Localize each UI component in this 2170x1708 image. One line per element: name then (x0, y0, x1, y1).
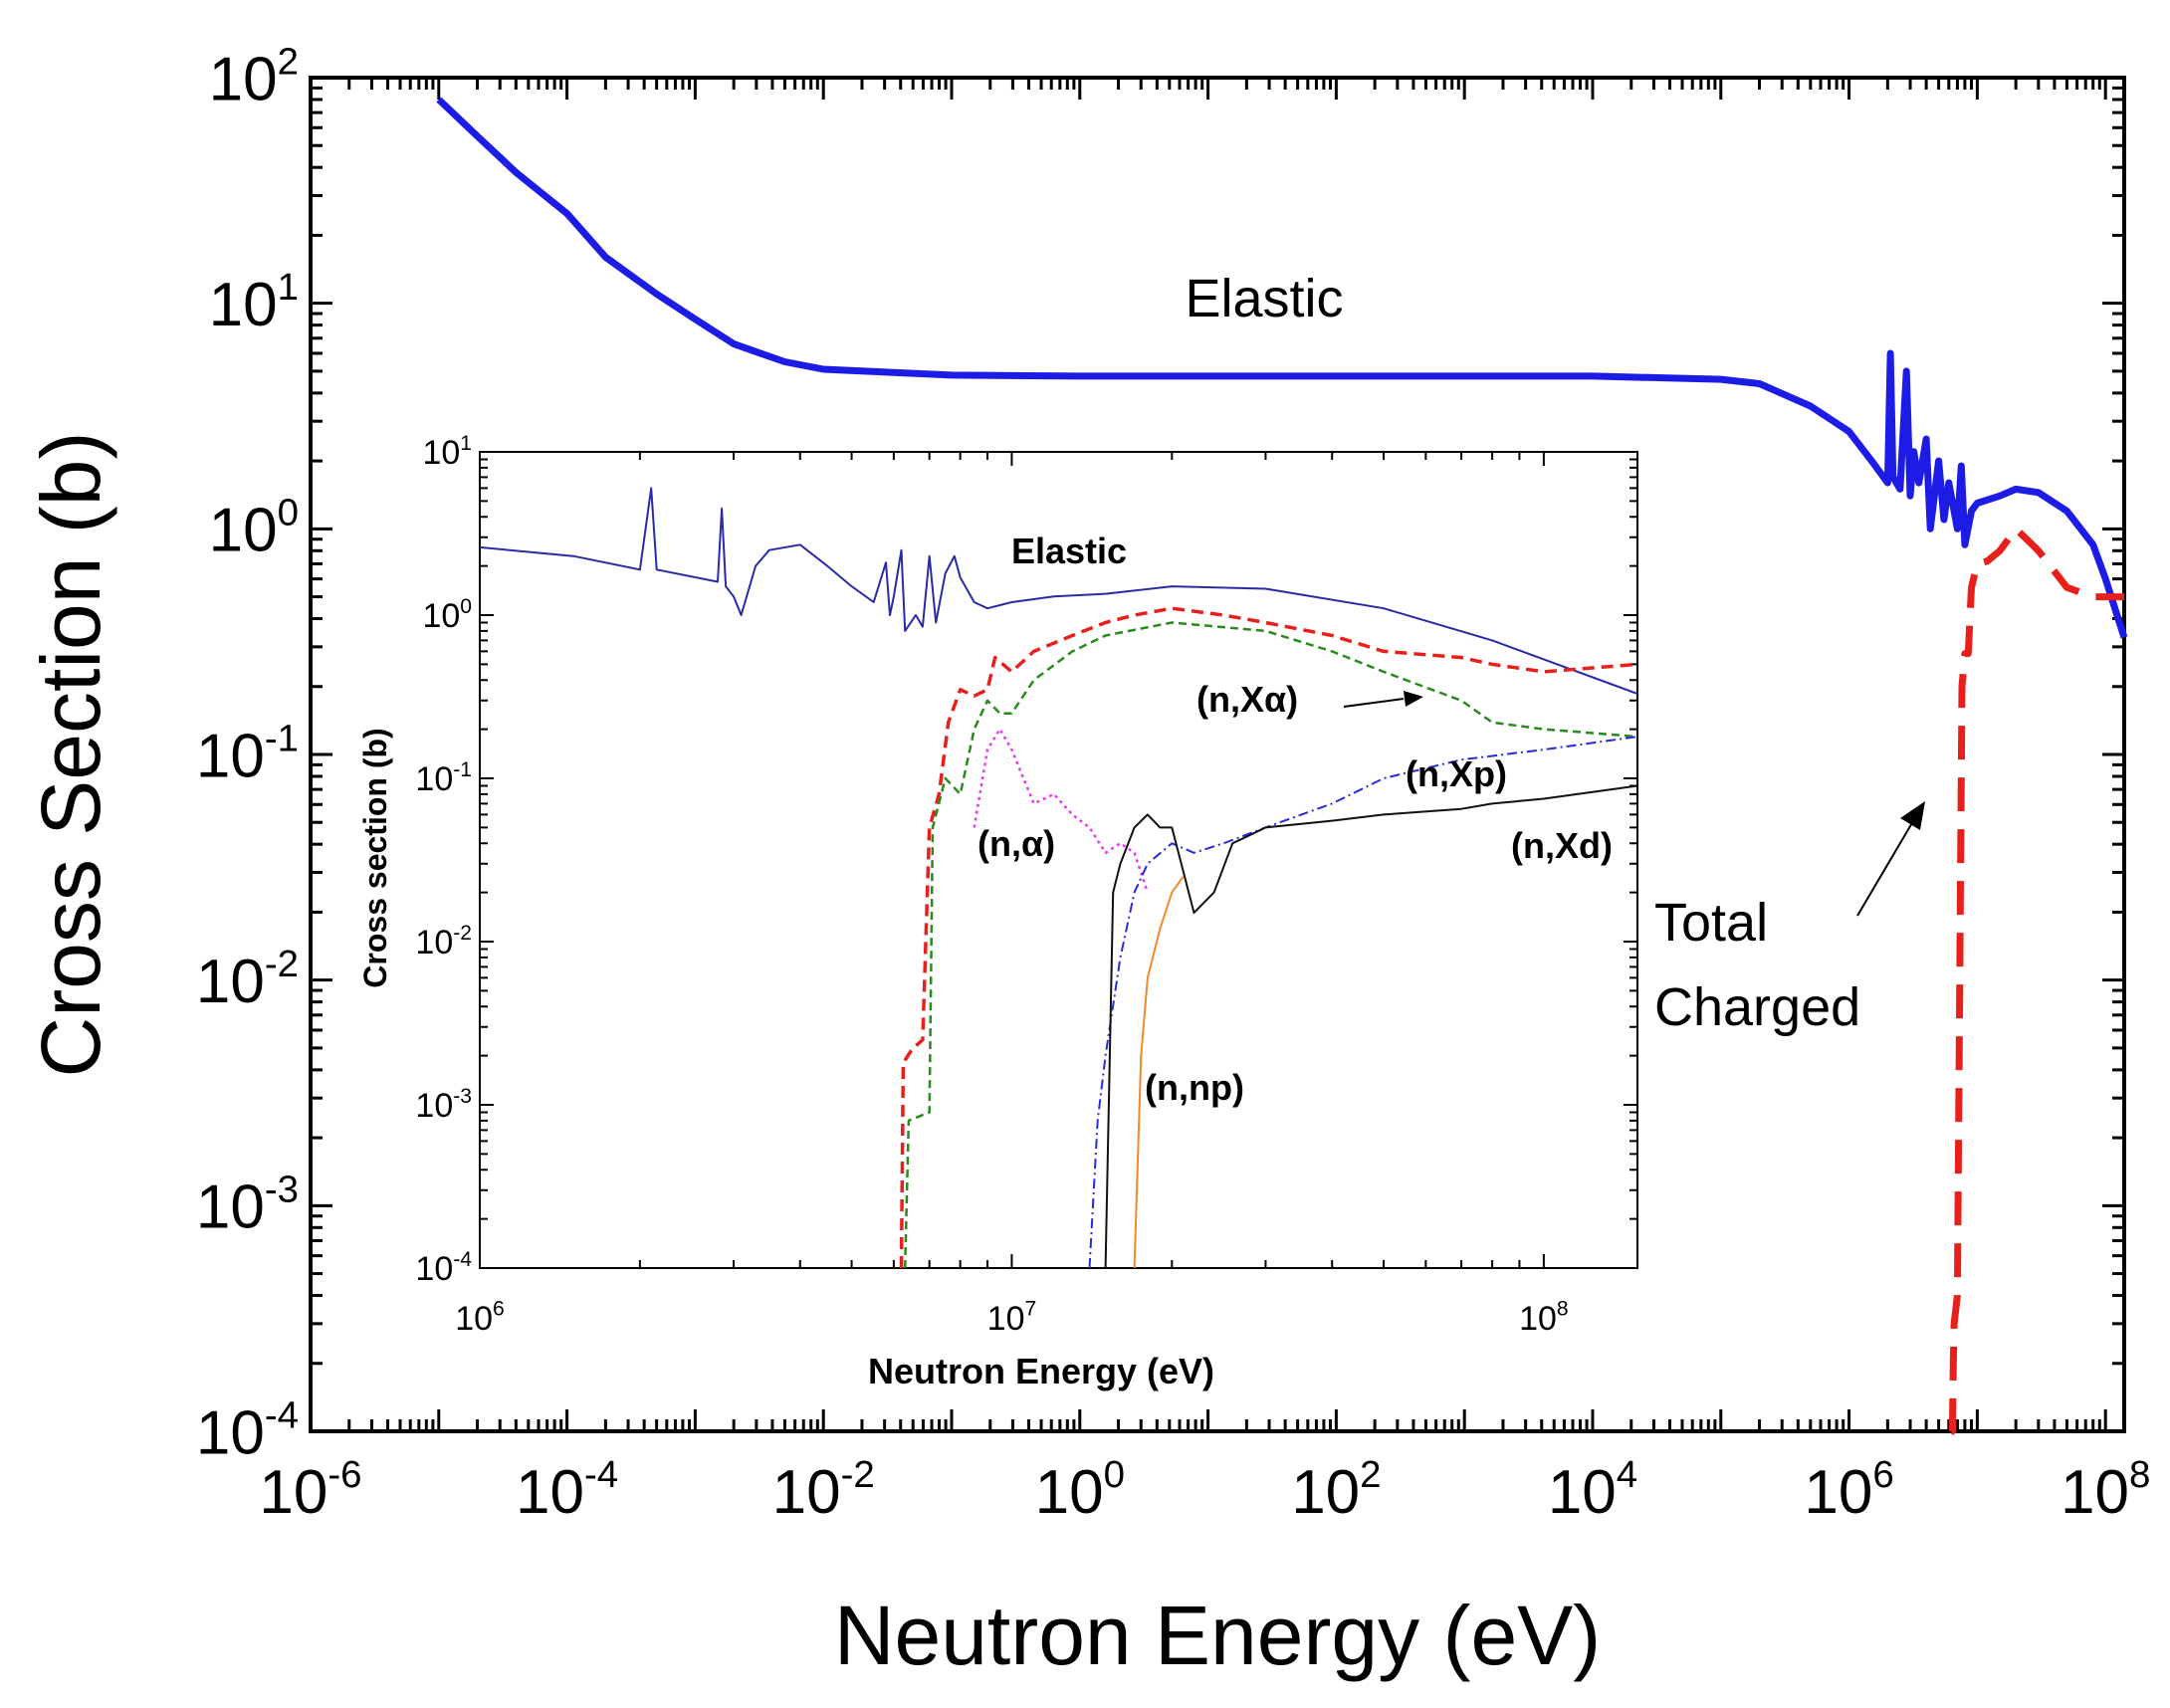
y-tick-label: 101 (422, 432, 472, 472)
inset-annotation-nxd: (n,Xd) (1511, 825, 1613, 866)
main-y-tick-labels: 10-4 10-3 10-2 10-1 100 101 102 (196, 40, 299, 1467)
x-tick-label: 104 (1548, 1453, 1637, 1527)
y-tick-label: 102 (209, 40, 299, 113)
x-tick-label: 106 (1804, 1453, 1893, 1527)
inset-plot-frame (479, 451, 1638, 1269)
main-minor-ticks (311, 78, 2124, 1431)
y-tick-label: 10-2 (415, 922, 472, 961)
inset-x-axis-label: Neutron Energy (eV) (868, 1351, 1214, 1391)
inset-chart: 106 107 108 10-4 10-3 10-2 10-1 100 101 Neutron… (357, 432, 1638, 1391)
inset-series (479, 487, 1638, 1269)
x-tick-label: 106 (455, 1298, 505, 1338)
inset-annotation-nxalpha: (n,Xα) (1196, 679, 1298, 720)
x-tick-label: 108 (1519, 1298, 1569, 1338)
inset-y-tick-labels: 10-4 10-3 10-2 10-1 100 101 (415, 432, 472, 1288)
main-line-elastic (436, 97, 2128, 639)
inset-annotation-nnp: (n,np) (1145, 1067, 1244, 1108)
main-annotation-charged: Charged (1654, 977, 1860, 1037)
inset-background (480, 452, 1637, 1268)
inset-x-tick-labels: 106 107 108 (455, 1298, 1568, 1338)
main-x-axis-label: Neutron Energy (eV) (834, 1589, 1601, 1682)
x-tick-label: 10-4 (516, 1453, 618, 1527)
x-tick-label: 10-6 (259, 1453, 361, 1527)
main-chart: 10-6 10-4 10-2 100 102 104 106 108 10-410-310-2… (24, 40, 2150, 1682)
y-tick-label: 10-4 (415, 1248, 472, 1288)
x-tick-label: 108 (2061, 1453, 2150, 1527)
main-annotation-elastic: Elastic (1185, 269, 1343, 328)
y-tick-label: 100 (209, 492, 299, 565)
inset-line-nnp (1133, 876, 1185, 1269)
inset-line-nalpha (973, 728, 1150, 893)
inset-annotation-nalpha: (n,α) (977, 823, 1055, 864)
main-line-total-charged (1948, 525, 2124, 1435)
main-x-tick-labels: 10-6 10-4 10-2 100 102 104 106 108 (259, 1453, 2150, 1527)
inset-line-total (899, 606, 1638, 1269)
y-tick-label: 10-3 (196, 1169, 299, 1242)
inset-annotation-nxalpha-arrow (1343, 691, 1423, 708)
x-tick-label: 100 (1035, 1453, 1125, 1527)
y-tick-label: 10-1 (196, 717, 299, 790)
y-tick-label: 100 (422, 595, 472, 635)
x-tick-label: 10-2 (772, 1453, 875, 1527)
y-tick-label: 10-4 (196, 1393, 299, 1467)
y-tick-label: 10-2 (196, 943, 299, 1016)
inset-line-elastic (479, 487, 1638, 695)
inset-annotation-elastic: Elastic (1011, 531, 1127, 571)
main-series (436, 97, 2128, 1435)
main-annotation-total: Total (1654, 893, 1768, 953)
y-tick-label: 101 (209, 266, 299, 339)
inset-annotation-nxp: (n,Xp) (1406, 753, 1507, 794)
main-major-ticks (309, 76, 2124, 1433)
main-annotation-arrow (1856, 801, 1925, 917)
inset-line-nxalpha (903, 621, 1638, 1269)
inset-major-ticks (479, 451, 1637, 1269)
inset-line-nxd (1104, 784, 1638, 1269)
main-y-axis-label: Cross Section (b) (24, 432, 117, 1078)
inset-y-axis-label: Cross section (b) (357, 728, 393, 987)
y-tick-label: 10-3 (415, 1085, 472, 1125)
x-tick-label: 107 (987, 1298, 1037, 1338)
x-tick-label: 102 (1291, 1453, 1381, 1527)
y-tick-label: 10-1 (415, 758, 472, 798)
